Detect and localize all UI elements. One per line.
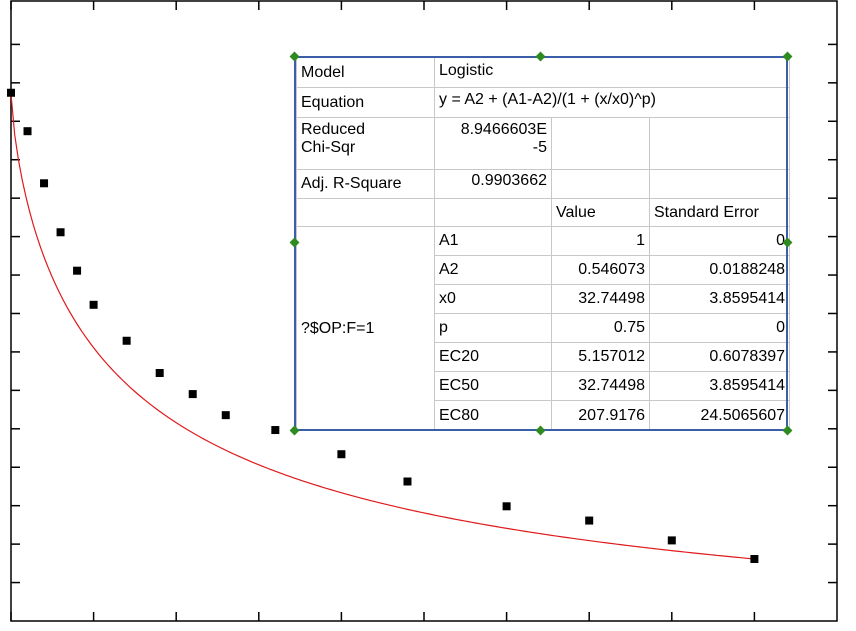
fit-results-table[interactable]: Model Logistic Equation y = A2 + (A1-A2)… — [296, 57, 791, 431]
data-point-0 — [7, 88, 15, 97]
param-name-ec20: EC20 — [434, 342, 552, 372]
data-point-12 — [403, 477, 412, 486]
param-value-ec50: 32.74498 — [551, 371, 650, 401]
empty-cell — [296, 198, 435, 227]
data-point-7 — [155, 369, 164, 377]
data-point-10 — [271, 426, 280, 435]
data-point-6 — [122, 336, 131, 345]
chi-sqr-label-line1: Reduced — [301, 121, 366, 138]
chi-sqr-label: Reduced Chi-Sqr — [296, 117, 435, 170]
data-point-13 — [502, 502, 511, 511]
data-point-4 — [73, 266, 82, 275]
empty-cell — [551, 117, 650, 170]
param-name-p: p — [434, 313, 552, 343]
param-value-ec20: 5.157012 — [551, 342, 650, 372]
param-name-x0: x0 — [434, 284, 552, 314]
data-point-1 — [23, 127, 32, 136]
param-value-x0: 32.74498 — [551, 284, 650, 314]
empty-cell — [648, 169, 791, 199]
param-se-ec20: 0.6078397 — [648, 342, 791, 372]
axis-ticks — [10, 1, 837, 621]
data-point-11 — [337, 450, 346, 459]
parameter-group-label: ?$OP:F=1 — [296, 226, 435, 431]
model-value: Logistic — [433, 57, 791, 88]
param-se-ec50: 3.8595414 — [648, 371, 791, 401]
chi-sqr-value-line2: -5 — [532, 139, 547, 156]
data-point-3 — [56, 228, 65, 237]
equation-label: Equation — [296, 87, 435, 118]
standard-error-column-header: Standard Error — [648, 198, 791, 227]
param-se-a2: 0.0188248 — [648, 255, 791, 285]
param-se-ec80: 24.5065607 — [648, 400, 791, 431]
param-name-a2: A2 — [434, 255, 552, 285]
param-name-ec50: EC50 — [434, 371, 552, 401]
param-se-x0: 3.8595414 — [648, 284, 791, 314]
value-column-header: Value — [551, 198, 650, 227]
param-value-a1: 1 — [551, 226, 650, 256]
equation-value: y = A2 + (A1-A2)/(1 + (x/x0)^p) — [433, 87, 791, 118]
chi-sqr-label-line2: Chi-Sqr — [301, 139, 356, 156]
empty-cell — [434, 198, 552, 227]
param-value-ec80: 207.9176 — [551, 400, 650, 431]
chi-sqr-value-line1: 8.9466603E — [460, 121, 547, 138]
data-point-8 — [188, 390, 197, 399]
data-point-9 — [221, 411, 230, 420]
param-name-a1: A1 — [434, 226, 552, 256]
adj-r-square-label: Adj. R-Square — [296, 169, 435, 199]
adj-r-square-value: 0.9903662 — [434, 169, 552, 199]
data-points — [7, 88, 759, 563]
data-point-14 — [585, 516, 594, 525]
empty-cell — [648, 117, 791, 170]
data-point-5 — [89, 300, 98, 309]
data-point-2 — [40, 179, 49, 188]
param-value-p: 0.75 — [551, 313, 650, 343]
param-se-a1: 0 — [648, 226, 791, 256]
param-name-ec80: EC80 — [434, 400, 552, 431]
empty-cell — [551, 169, 650, 199]
param-value-a2: 0.546073 — [551, 255, 650, 285]
param-se-p: 0 — [648, 313, 791, 343]
data-point-15 — [667, 536, 676, 545]
model-label: Model — [296, 57, 435, 88]
chi-sqr-value: 8.9466603E -5 — [434, 117, 552, 170]
data-point-16 — [750, 555, 759, 563]
fit-curve — [10, 93, 755, 560]
